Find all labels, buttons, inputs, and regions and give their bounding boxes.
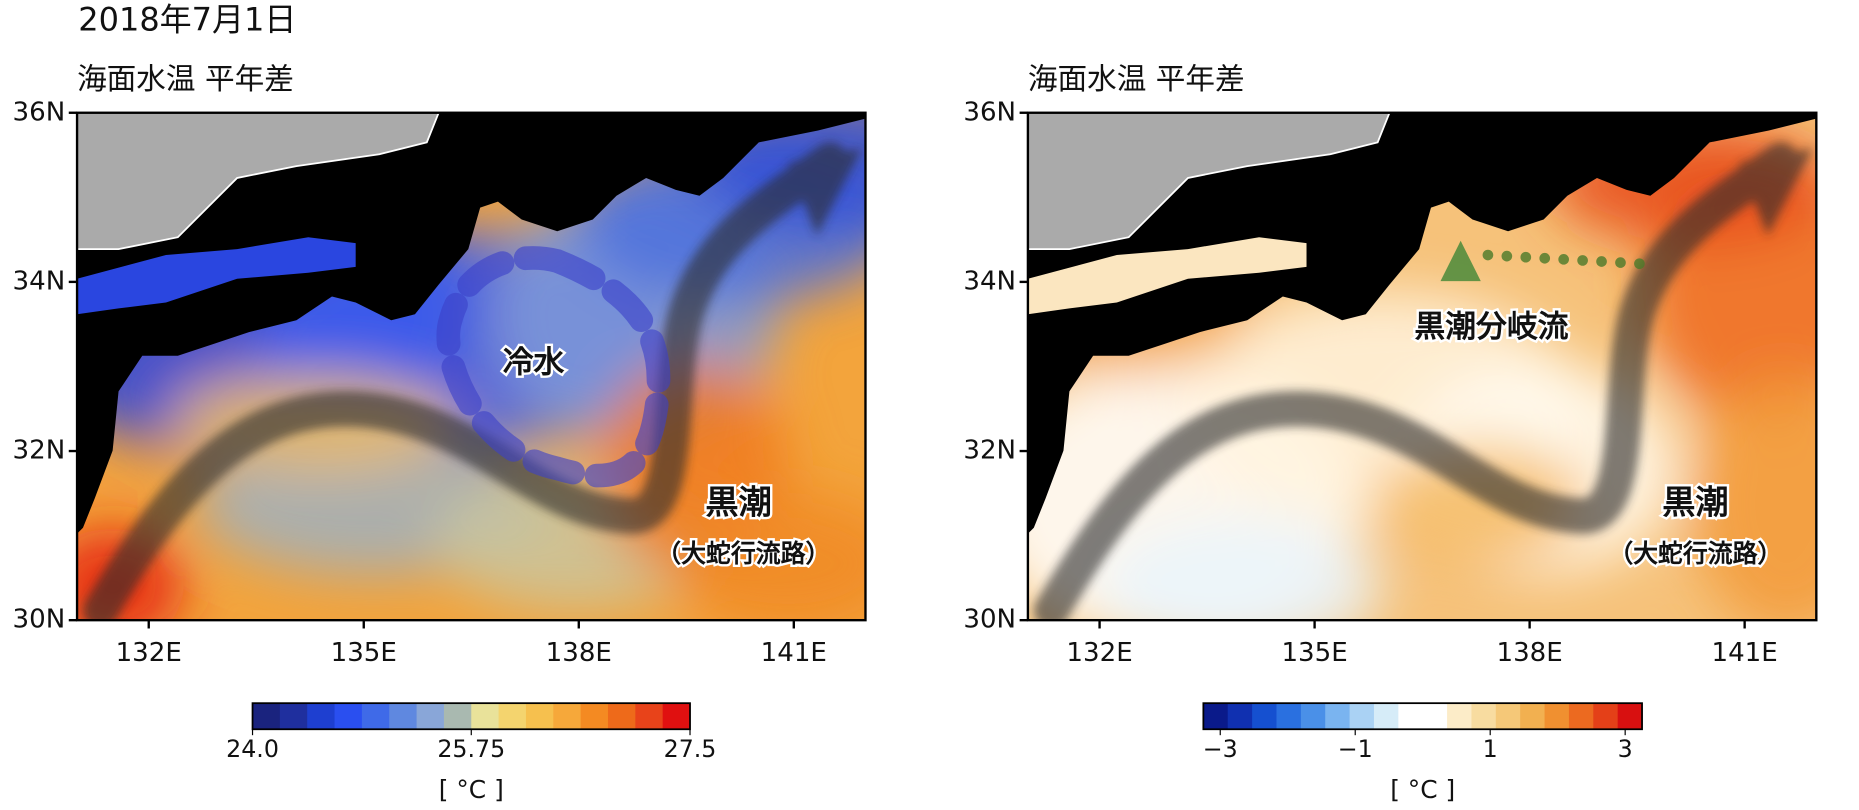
annotation: 黒潮 — [1662, 482, 1728, 521]
x-tick-label: 135E — [1281, 638, 1347, 668]
annotation: 黒潮 — [705, 482, 771, 521]
map-panel: 132E 135E 138E 141E 30N 32N 34N 36N — [963, 97, 1818, 668]
x-tick-label: 132E — [116, 638, 182, 668]
y-tick-label: 32N — [13, 436, 66, 466]
x-tick-label: 141E — [1712, 638, 1778, 668]
colorbar-swatch — [1544, 703, 1570, 730]
colorbar-swatch — [416, 703, 445, 730]
map-field — [77, 112, 866, 621]
colorbar-tick-label: 24.0 — [226, 735, 279, 763]
colorbar-swatch — [1520, 703, 1546, 730]
annotation: 冷水 — [503, 345, 565, 381]
kuroshio-path — [82, 142, 848, 621]
land — [77, 112, 866, 534]
inland-sea — [1027, 237, 1307, 315]
x-tick-label: 132E — [1066, 638, 1132, 668]
y-tick-label: 36N — [963, 97, 1016, 127]
colorbar-tick-label: 27.5 — [664, 735, 717, 763]
map-panel: 132E 135E 138E 141E 30N 32N 34N 36N — [13, 97, 867, 668]
colorbar-swatch — [1568, 703, 1594, 730]
colorbar-swatch — [1349, 703, 1375, 730]
colorbar-unit: [ °C ] — [1390, 775, 1455, 804]
colorbar-swatch — [1203, 703, 1229, 730]
colorbar-swatch — [580, 703, 609, 730]
colorbar-swatch — [389, 703, 418, 730]
colorbar-swatch — [307, 703, 336, 730]
x-tick-label: 141E — [761, 638, 827, 668]
sst-patch — [1371, 444, 1586, 564]
x-tick-label: 135E — [331, 638, 397, 668]
annotation: 黒潮分岐流 — [1414, 309, 1568, 345]
colorbar-tick-label: −1 — [1338, 735, 1373, 763]
colorbar-tick-label: 25.75 — [437, 735, 505, 763]
colorbar-tick-label: −3 — [1203, 735, 1238, 763]
colorbar-swatch — [1373, 703, 1399, 730]
y-tick-label: 36N — [13, 97, 66, 127]
sst-patch — [1691, 373, 1817, 621]
panel-title: 海面水温 平年差 — [1028, 61, 1245, 96]
colorbar-swatch — [471, 703, 500, 730]
colorbar-swatch — [1300, 703, 1326, 730]
colorbar-swatch — [1471, 703, 1497, 730]
map-frame — [1026, 111, 1818, 622]
y-tick-label: 34N — [963, 266, 1016, 296]
annotation: （大蛇行流路） — [1608, 539, 1782, 568]
y-tick-label: 30N — [963, 605, 1016, 635]
colorbar-swatch — [662, 703, 691, 730]
figure-title: 2018年7月1日 — [78, 0, 296, 38]
x-tick-label: 138E — [1496, 638, 1562, 668]
colorbar-swatch — [361, 703, 390, 730]
colorbar: −3 −1 1 3 [ °C ] — [1202, 702, 1643, 804]
kuroshio-arrow — [82, 142, 862, 621]
colorbar-swatch — [607, 703, 636, 730]
colorbar-swatch — [525, 703, 554, 730]
no-data-land — [77, 112, 440, 250]
colorbar-swatch — [252, 703, 281, 730]
arrow-head — [1739, 148, 1813, 237]
y-tick-label: 32N — [963, 436, 1016, 466]
sst-patch — [1099, 515, 1384, 621]
colorbar-swatch — [498, 703, 527, 730]
arrow-head — [788, 148, 862, 237]
colorbar-tick-label: 3 — [1618, 735, 1633, 763]
inland-sea — [77, 237, 356, 315]
colorbar-unit: [ °C ] — [439, 775, 504, 804]
colorbar-swatch — [1325, 703, 1351, 730]
colorbar-swatch — [1495, 703, 1521, 730]
x-tick-label: 138E — [546, 638, 612, 668]
kuroshio-arrow — [1033, 142, 1813, 621]
colorbar: 24.0 25.75 27.5 [ °C ] — [226, 702, 717, 804]
sst-patch — [669, 492, 866, 621]
colorbar-frame — [1202, 702, 1643, 731]
annotation: （大蛇行流路） — [656, 539, 830, 568]
y-tick-label: 34N — [13, 266, 66, 296]
land — [1027, 112, 1817, 534]
colorbar-swatch — [443, 703, 472, 730]
colorbar-swatch — [279, 703, 308, 730]
colorbar-swatch — [553, 703, 582, 730]
colorbar-swatch — [1617, 703, 1643, 730]
colorbar-swatch — [1398, 703, 1424, 730]
map-frame — [75, 111, 867, 622]
y-tick-label: 30N — [13, 605, 66, 635]
colorbar-swatch — [1227, 703, 1253, 730]
panel-title: 海面水温 平年差 — [77, 61, 294, 96]
colorbar-tick-label: 1 — [1483, 735, 1498, 763]
kuroshio-path — [1033, 142, 1799, 621]
cold-water-outline — [436, 246, 671, 488]
colorbar-swatch — [334, 703, 363, 730]
map-field — [1027, 112, 1817, 621]
branch-arrow-head — [1440, 240, 1481, 282]
colorbar-swatch — [1593, 703, 1619, 730]
no-data-land — [1027, 112, 1391, 250]
colorbar-swatch — [1252, 703, 1278, 730]
colorbar-swatch — [1447, 703, 1473, 730]
colorbar-swatch — [1276, 703, 1302, 730]
colorbar-swatch — [635, 703, 664, 730]
colorbar-swatch — [1422, 703, 1448, 730]
